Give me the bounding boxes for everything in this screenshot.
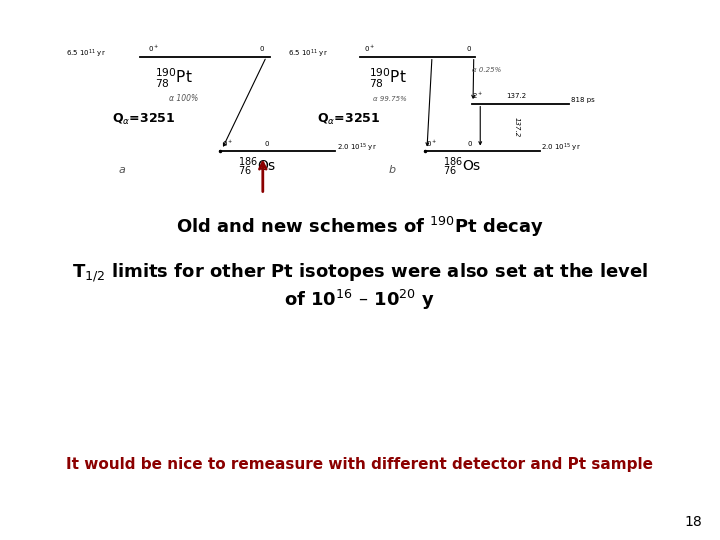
- Text: 6.5 10$^{11}$ yr: 6.5 10$^{11}$ yr: [66, 48, 107, 60]
- Text: 0$^+$: 0$^+$: [426, 138, 437, 149]
- Text: $^{186}_{76}$Os: $^{186}_{76}$Os: [238, 155, 276, 178]
- Text: 0: 0: [259, 45, 264, 52]
- Text: of 10$^{16}$ – 10$^{20}$ y: of 10$^{16}$ – 10$^{20}$ y: [284, 288, 436, 312]
- Text: 0: 0: [467, 45, 471, 52]
- Text: a: a: [119, 165, 126, 175]
- Text: Q$_{\alpha}$=3251: Q$_{\alpha}$=3251: [317, 112, 380, 127]
- Text: Old and new schemes of $^{190}$Pt decay: Old and new schemes of $^{190}$Pt decay: [176, 215, 544, 239]
- Text: 2.0 10$^{15}$ yr: 2.0 10$^{15}$ yr: [541, 142, 582, 154]
- Text: $^{190}_{78}$Pt: $^{190}_{78}$Pt: [155, 67, 193, 90]
- Text: 137.2: 137.2: [506, 93, 526, 99]
- Text: b: b: [389, 165, 396, 175]
- Text: α 99.75%: α 99.75%: [373, 96, 407, 102]
- Text: 0: 0: [468, 140, 472, 147]
- Text: 137.2: 137.2: [514, 117, 520, 138]
- Text: α 100%: α 100%: [169, 94, 199, 103]
- Text: 0: 0: [265, 140, 269, 147]
- Text: $^{190}_{78}$Pt: $^{190}_{78}$Pt: [369, 67, 407, 90]
- Text: 0$^+$: 0$^+$: [364, 43, 375, 54]
- Text: $^{186}_{76}$Os: $^{186}_{76}$Os: [443, 155, 481, 178]
- Text: 818 ps: 818 ps: [571, 97, 595, 104]
- Text: 0$^+$: 0$^+$: [222, 138, 233, 149]
- Text: 6.5 10$^{11}$ yr: 6.5 10$^{11}$ yr: [288, 48, 328, 60]
- Text: Q$_{\alpha}$=3251: Q$_{\alpha}$=3251: [112, 112, 175, 127]
- Text: 2.0 10$^{15}$ yr: 2.0 10$^{15}$ yr: [337, 142, 377, 154]
- Text: It would be nice to remeasure with different detector and Pt sample: It would be nice to remeasure with diffe…: [66, 457, 654, 472]
- Text: 0$^+$: 0$^+$: [148, 43, 158, 54]
- Text: α 0.25%: α 0.25%: [472, 67, 501, 73]
- Text: 2$^+$: 2$^+$: [472, 91, 483, 102]
- Text: T$_{1/2}$ limits for other Pt isotopes were also set at the level: T$_{1/2}$ limits for other Pt isotopes w…: [72, 261, 648, 284]
- Text: 18: 18: [684, 515, 702, 529]
